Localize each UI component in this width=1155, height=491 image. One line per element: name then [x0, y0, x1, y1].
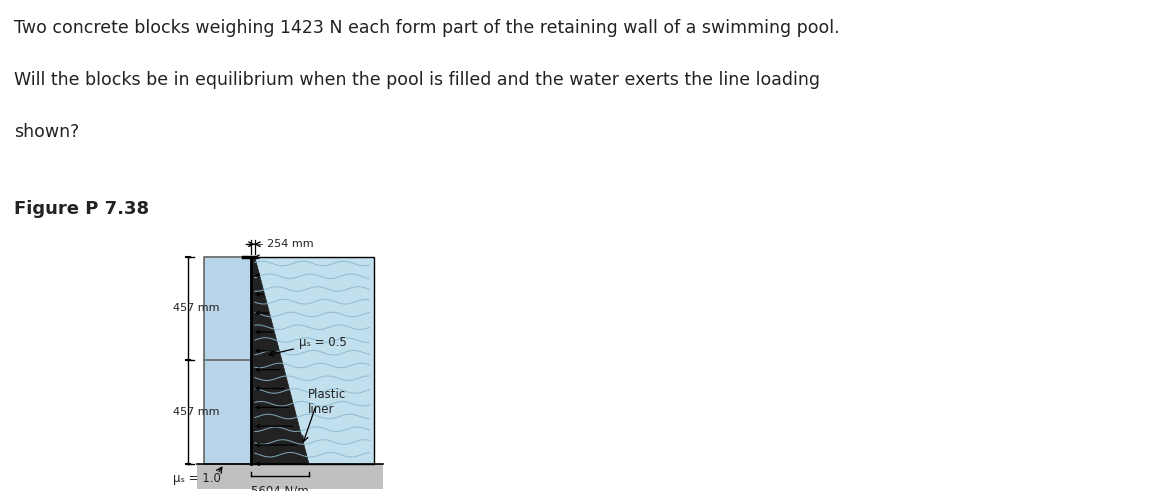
FancyBboxPatch shape	[198, 464, 382, 489]
Text: Figure P 7.38: Figure P 7.38	[14, 200, 149, 218]
Text: 457 mm: 457 mm	[173, 407, 219, 417]
Text: 457 mm: 457 mm	[173, 303, 219, 313]
Text: – 254 mm: – 254 mm	[259, 239, 314, 249]
Text: shown?: shown?	[14, 123, 79, 140]
Text: μₛ = 0.5: μₛ = 0.5	[269, 336, 346, 356]
Polygon shape	[252, 257, 308, 464]
Text: Two concrete blocks weighing 1423 N each form part of the retaining wall of a sw: Two concrete blocks weighing 1423 N each…	[14, 19, 840, 37]
Text: Will the blocks be in equilibrium when the pool is filled and the water exerts t: Will the blocks be in equilibrium when t…	[14, 71, 820, 89]
Text: Plastic: Plastic	[308, 388, 346, 401]
Text: 5604 N/m: 5604 N/m	[252, 484, 310, 491]
FancyBboxPatch shape	[252, 257, 374, 464]
Text: μₛ = 1.0: μₛ = 1.0	[173, 472, 221, 485]
FancyBboxPatch shape	[203, 257, 252, 464]
Text: liner: liner	[308, 403, 335, 416]
